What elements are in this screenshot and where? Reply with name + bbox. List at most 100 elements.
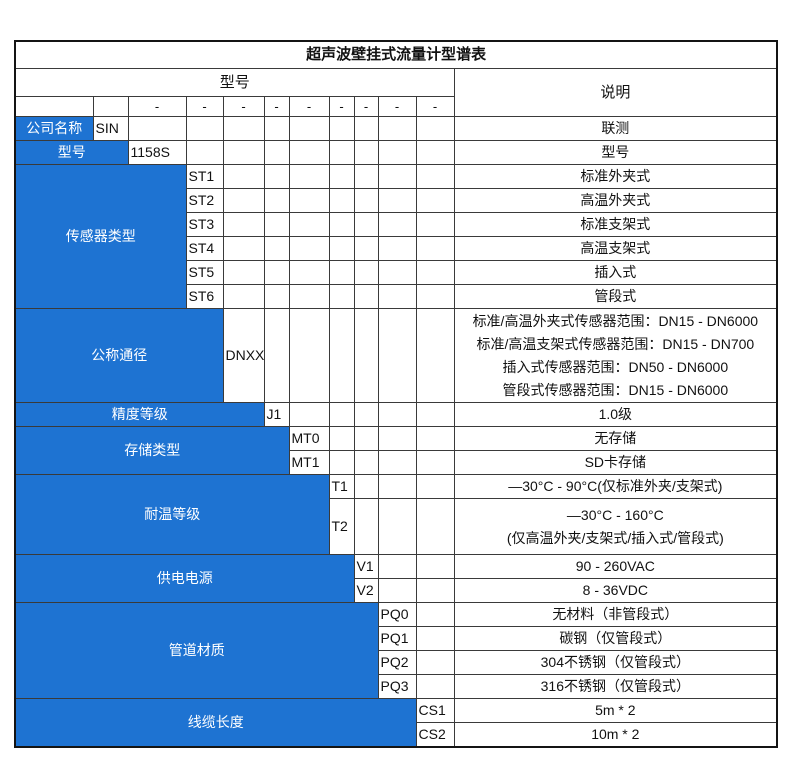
table-row: T2 —30°C - 160°C (仅高温外夹/支架式/插入式/管段式) (15, 498, 778, 555)
code-cell: T1 (328, 474, 355, 499)
dash-row: - - - - - - - - - (14, 96, 777, 117)
empty-cell (353, 212, 379, 237)
table-row: 型号 1158S 型号 (14, 140, 778, 165)
spec-table: 超声波壁挂式流量计型谱表 型号 说明 - - - - - - - - - 公司名… (14, 40, 779, 748)
section-label-nominal-diameter: 公称通径 (14, 308, 224, 403)
table-row: 耐温等级 T1 —30°C - 90°C(仅标准外夹/支架式) (14, 474, 778, 555)
code-cell: MT1 (288, 450, 330, 475)
table-row: ST4 高温支架式 (15, 236, 778, 261)
dash-cell: - (353, 96, 379, 117)
section-label-sensor-type: 传感器类型 (14, 164, 187, 309)
empty-cell (353, 450, 379, 475)
empty-cell (353, 308, 379, 403)
desc-cell: 型号 (453, 140, 778, 165)
empty-cell (185, 116, 224, 141)
desc-cell: SD卡存储 (453, 450, 778, 475)
desc-cell: 高温支架式 (453, 236, 778, 261)
table-row: 型号 说明 (14, 68, 778, 117)
desc-cell: 5m * 2 (453, 698, 778, 723)
table-row: ST6 管段式 (15, 284, 778, 309)
empty-cell (222, 212, 265, 237)
empty-cell (288, 284, 330, 309)
code-cell: DNXX (222, 308, 265, 403)
desc-header: 说明 (453, 68, 778, 117)
empty-cell (263, 236, 290, 261)
code-cell: CS2 (415, 722, 455, 748)
code-cell: PQ0 (377, 602, 417, 627)
model-header: 型号 (14, 68, 455, 97)
desc-cell: 无材料（非管段式） (453, 602, 778, 627)
empty-cell (328, 236, 355, 261)
empty-cell (263, 260, 290, 285)
table-row: 传感器类型 ST1 标准外夹式 (14, 164, 778, 309)
desc-line: 插入式传感器范围：DN50 - DN6000 (502, 358, 729, 375)
empty-cell (377, 260, 417, 285)
table-row: ST2 高温外夹式 (15, 188, 778, 213)
empty-cell (353, 188, 379, 213)
empty-cell (222, 260, 265, 285)
empty-cell (92, 96, 129, 117)
empty-cell (415, 236, 455, 261)
empty-cell (377, 188, 417, 213)
desc-cell: 管段式 (453, 284, 778, 309)
empty-cell (328, 426, 355, 451)
empty-cell (288, 188, 330, 213)
empty-cell (415, 188, 455, 213)
empty-cell (288, 116, 330, 141)
empty-cell (377, 140, 417, 165)
empty-cell (377, 308, 417, 403)
dash-cell: - (127, 96, 187, 117)
section-label-storage: 存储类型 (14, 426, 290, 475)
empty-cell (415, 498, 455, 555)
empty-cell (328, 308, 355, 403)
empty-cell (377, 402, 417, 427)
dash-cell: - (185, 96, 224, 117)
empty-cell (353, 498, 379, 555)
empty-cell (222, 116, 265, 141)
code-cell: T2 (328, 498, 355, 555)
empty-cell (185, 140, 224, 165)
empty-cell (288, 140, 330, 165)
empty-cell (263, 164, 290, 189)
empty-cell (415, 554, 455, 579)
empty-cell (328, 164, 355, 189)
desc-cell: —30°C - 90°C(仅标准外夹/支架式) (453, 474, 778, 499)
desc-line: —30°C - 160°C (566, 506, 664, 523)
code-cell: CS1 (415, 698, 455, 723)
code-cell: ST3 (185, 212, 224, 237)
empty-cell (288, 260, 330, 285)
desc-line: 标准/高温支架式传感器范围：DN15 - DN700 (476, 335, 755, 352)
section-label-cable-length: 线缆长度 (14, 698, 417, 748)
code-cell: PQ2 (377, 650, 417, 675)
empty-cell (263, 284, 290, 309)
empty-cell (328, 450, 355, 475)
empty-cell (328, 116, 355, 141)
empty-cell (263, 140, 290, 165)
table-row: 精度等级 J1 1.0级 (14, 402, 778, 427)
section-label-accuracy: 精度等级 (14, 402, 265, 427)
empty-cell (288, 236, 330, 261)
table-row: 公称通径 DNXX 标准/高温外夹式传感器范围：DN15 - DN6000 标准… (14, 308, 778, 403)
empty-cell (415, 308, 455, 403)
table-row: PQ3 316不锈钢（仅管段式） (15, 674, 778, 699)
desc-cell: 304不锈钢（仅管段式） (453, 650, 778, 675)
empty-cell (222, 236, 265, 261)
empty-cell (415, 426, 455, 451)
empty-cell (377, 284, 417, 309)
desc-cell: 无存储 (453, 426, 778, 451)
empty-cell (415, 626, 455, 651)
empty-cell (222, 164, 265, 189)
desc-line: 标准/高温外夹式传感器范围：DN15 - DN6000 (472, 312, 759, 329)
table-title: 超声波壁挂式流量计型谱表 (14, 40, 778, 69)
empty-cell (377, 450, 417, 475)
empty-cell (353, 474, 379, 499)
empty-cell (328, 284, 355, 309)
table-row: PQ2 304不锈钢（仅管段式） (15, 650, 778, 675)
empty-cell (328, 212, 355, 237)
empty-cell (288, 164, 330, 189)
table-row: 超声波壁挂式流量计型谱表 (14, 40, 778, 69)
desc-cell: 90 - 260VAC (453, 554, 778, 579)
empty-cell (14, 96, 94, 117)
desc-cell: 插入式 (453, 260, 778, 285)
